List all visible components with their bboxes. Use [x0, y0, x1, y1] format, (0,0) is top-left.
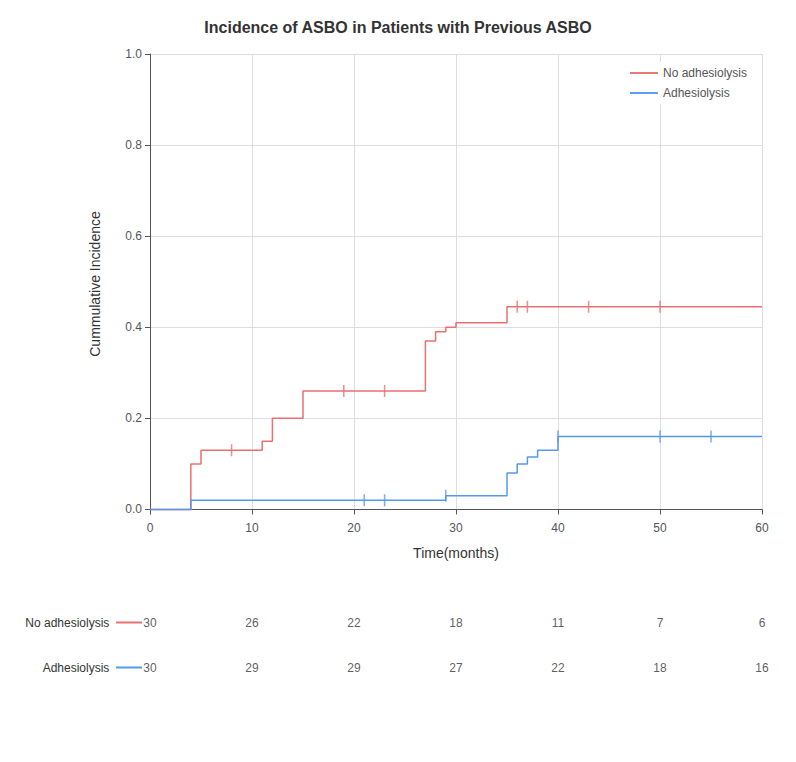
- svg-text:0.6: 0.6: [125, 229, 142, 243]
- svg-text:30: 30: [143, 661, 157, 675]
- svg-text:No adhesiolysis: No adhesiolysis: [663, 66, 747, 80]
- svg-text:Time(months): Time(months): [413, 545, 499, 561]
- svg-text:1.0: 1.0: [125, 47, 142, 61]
- svg-text:10: 10: [245, 521, 259, 535]
- svg-text:Incidence of ASBO in Patients: Incidence of ASBO in Patients with Previ…: [204, 19, 591, 36]
- svg-text:6: 6: [759, 616, 766, 630]
- svg-text:22: 22: [551, 661, 565, 675]
- svg-text:30: 30: [449, 521, 463, 535]
- svg-text:11: 11: [552, 616, 565, 630]
- svg-text:No adhesiolysis: No adhesiolysis: [25, 616, 109, 630]
- svg-text:0.8: 0.8: [125, 138, 142, 152]
- svg-text:0.0: 0.0: [125, 502, 142, 516]
- svg-text:26: 26: [245, 616, 259, 630]
- svg-text:18: 18: [449, 616, 463, 630]
- svg-text:22: 22: [347, 616, 361, 630]
- svg-text:20: 20: [347, 521, 361, 535]
- svg-text:0: 0: [147, 521, 154, 535]
- svg-text:40: 40: [551, 521, 565, 535]
- svg-text:29: 29: [347, 661, 361, 675]
- svg-text:30: 30: [143, 616, 157, 630]
- svg-text:50: 50: [653, 521, 667, 535]
- svg-text:Adhesiolysis: Adhesiolysis: [663, 86, 730, 100]
- svg-text:16: 16: [755, 661, 769, 675]
- svg-text:18: 18: [653, 661, 667, 675]
- svg-text:27: 27: [449, 661, 463, 675]
- svg-text:0.4: 0.4: [125, 320, 142, 334]
- svg-text:Cummulative Incidence: Cummulative Incidence: [87, 211, 103, 357]
- svg-text:7: 7: [657, 616, 664, 630]
- svg-text:29: 29: [245, 661, 259, 675]
- svg-text:60: 60: [755, 521, 769, 535]
- svg-text:0.2: 0.2: [125, 411, 142, 425]
- svg-text:Adhesiolysis: Adhesiolysis: [43, 661, 110, 675]
